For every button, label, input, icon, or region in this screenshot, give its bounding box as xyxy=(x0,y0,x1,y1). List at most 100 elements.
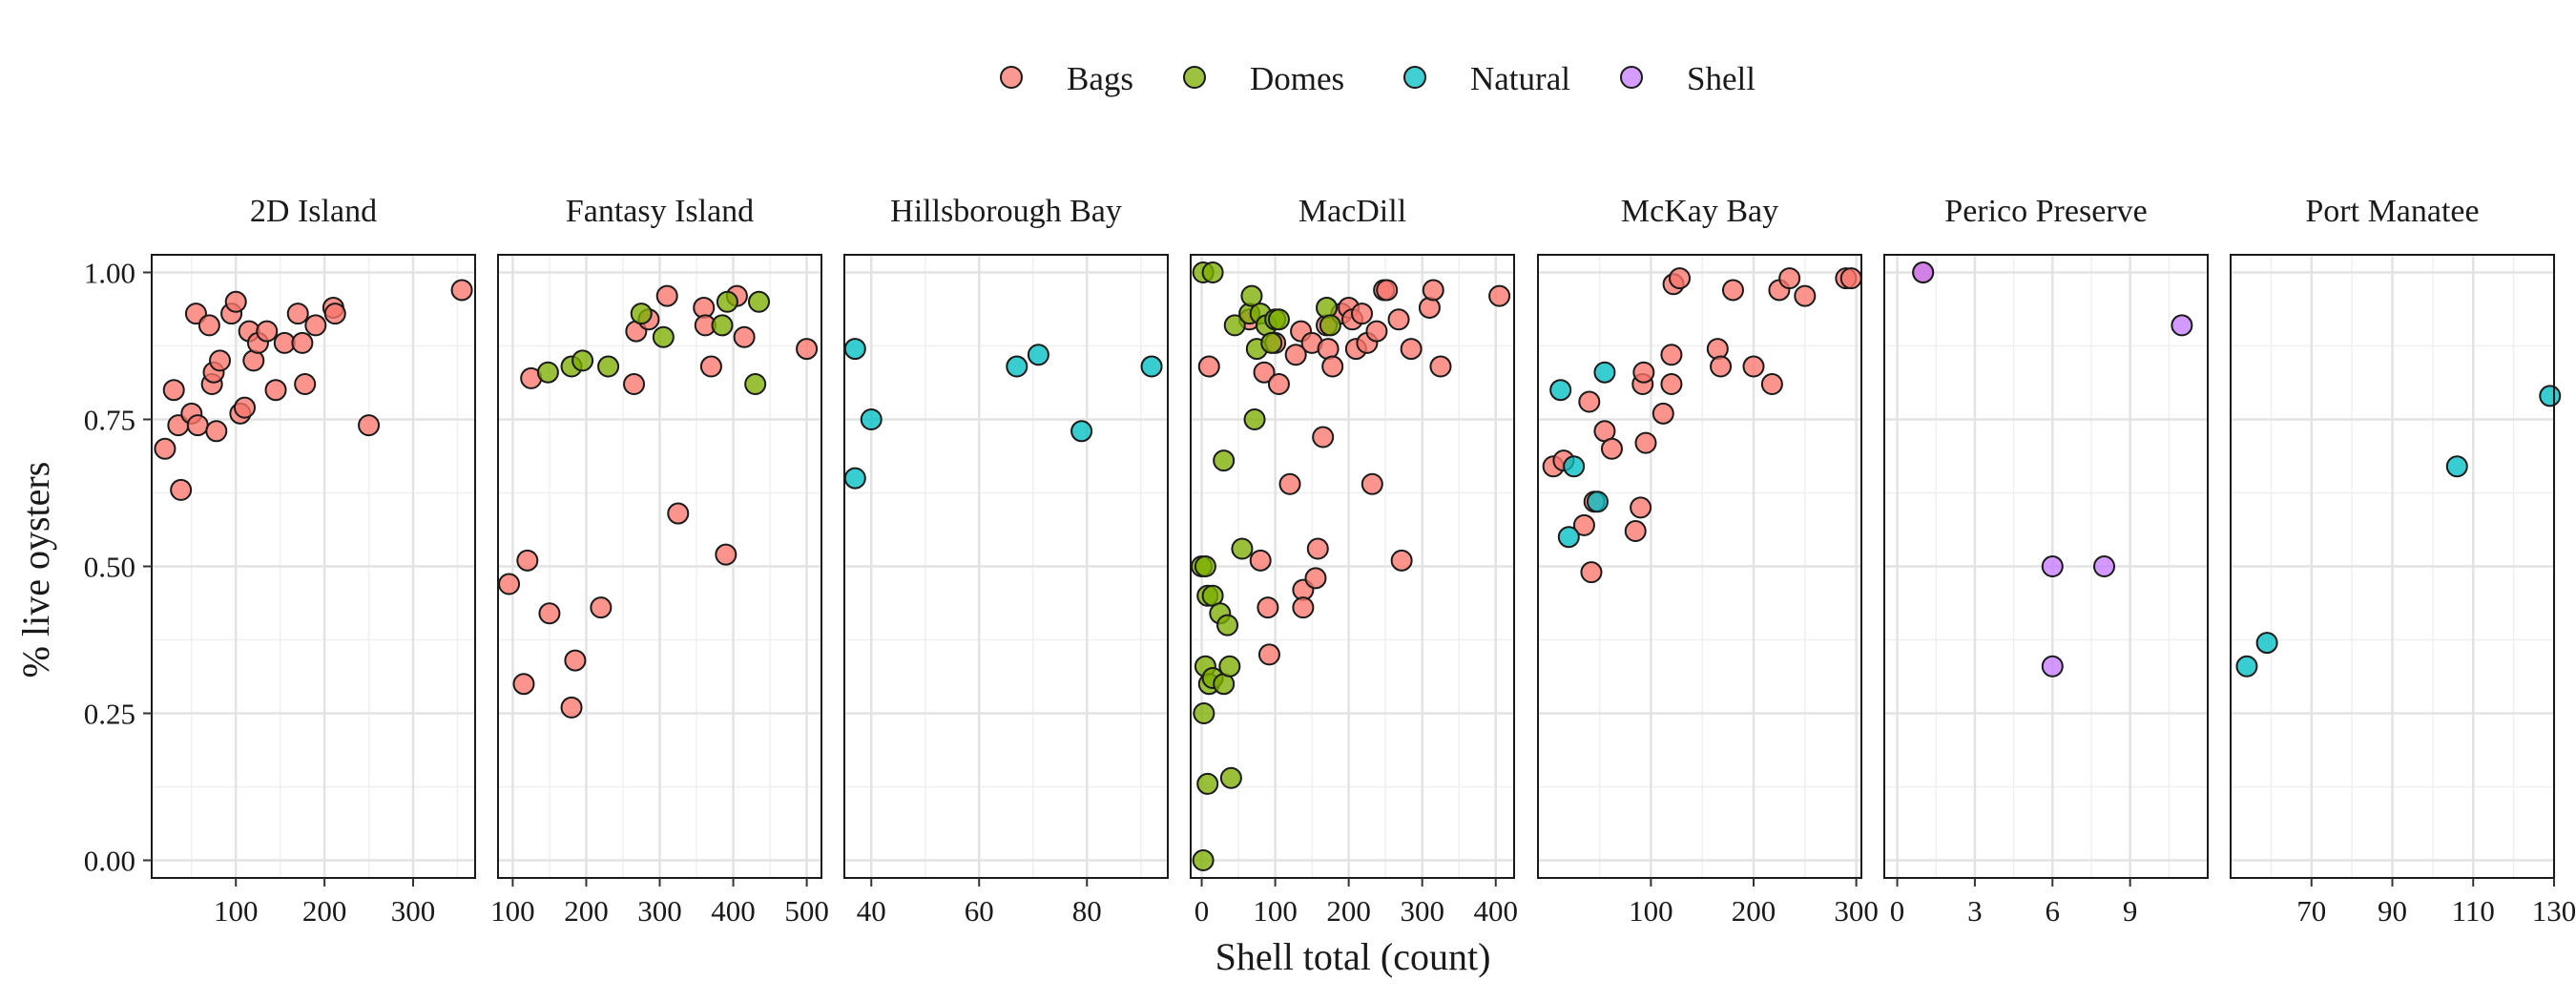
legend-key-shell xyxy=(1620,66,1643,89)
data-point-bags xyxy=(1306,537,1329,560)
data-point-bags xyxy=(264,379,287,402)
facet-hillsborough-bay: Hillsborough Bay 40 60 80 xyxy=(843,194,1169,928)
data-point-bags xyxy=(1778,267,1801,290)
facet-perico-preserve: Perico Preserve 0 3 6 9 xyxy=(1883,194,2209,928)
data-point-bags xyxy=(538,602,561,625)
data-point-domes xyxy=(1192,849,1215,872)
data-point-bags xyxy=(715,543,737,566)
x-tick-label: 200 xyxy=(1326,894,1371,928)
data-point-bags xyxy=(1267,373,1290,396)
data-point-bags xyxy=(1304,567,1327,590)
data-point-natural xyxy=(1140,355,1163,378)
data-point-domes xyxy=(1218,655,1241,678)
data-point-domes xyxy=(1319,314,1341,337)
data-point-domes xyxy=(1223,314,1246,337)
legend-key-bags xyxy=(1000,66,1023,89)
data-point-domes xyxy=(744,373,767,396)
data-point-bags xyxy=(1710,355,1733,378)
data-point-bags xyxy=(655,284,678,307)
data-point-domes xyxy=(1193,702,1215,725)
x-tick-label: 300 xyxy=(637,894,682,928)
data-point-bags xyxy=(1376,279,1399,302)
data-point-bags xyxy=(286,303,309,325)
data-point-bags xyxy=(1578,390,1601,413)
data-point-bags xyxy=(1197,355,1220,378)
data-point-domes xyxy=(748,290,771,313)
data-point-bags xyxy=(699,355,722,378)
data-point-bags xyxy=(1361,472,1383,495)
panel-border xyxy=(1883,254,2209,879)
x-tick-label: 300 xyxy=(391,894,436,928)
x-tick-label: 40 xyxy=(857,894,886,928)
data-point-bags xyxy=(1278,472,1301,495)
data-point-bags xyxy=(1600,437,1623,460)
y-axis-title: % live oysters xyxy=(14,462,57,678)
data-point-bags xyxy=(1660,373,1683,396)
data-point-natural xyxy=(860,407,883,430)
y-axis: 0.00 0.25 0.50 0.75 1.00 xyxy=(84,256,152,878)
x-tick-label: 110 xyxy=(2452,894,2495,928)
data-point-bags xyxy=(1351,303,1374,325)
panel-border xyxy=(1537,254,1862,879)
data-point-domes xyxy=(1267,308,1290,331)
data-point-natural xyxy=(843,338,866,361)
facet-title: 2D Island xyxy=(250,194,377,229)
data-point-bags xyxy=(1422,279,1444,302)
data-point-shell xyxy=(2041,555,2064,577)
data-point-bags xyxy=(1284,344,1307,366)
data-point-domes xyxy=(1316,296,1339,319)
data-point-domes xyxy=(716,290,738,313)
data-point-bags xyxy=(1390,549,1413,572)
facet-2d-island: 2D Island 100 200 300 xyxy=(151,194,476,928)
x-axis-title: Shell total (count) xyxy=(1215,935,1491,978)
data-point-natural xyxy=(1549,379,1572,402)
data-point-bags xyxy=(1257,596,1279,619)
data-point-bags xyxy=(154,437,177,460)
data-point-bags xyxy=(205,420,228,443)
data-point-bags xyxy=(1669,267,1692,290)
data-point-bags xyxy=(294,373,317,396)
data-point-bags xyxy=(1630,496,1652,519)
legend-label-bags: Bags xyxy=(1067,60,1133,97)
panel-border xyxy=(843,254,1169,879)
data-point-bags xyxy=(1572,513,1595,536)
data-point-domes xyxy=(1201,261,1224,283)
data-point-domes xyxy=(630,303,653,325)
data-point-bags xyxy=(224,290,247,313)
data-point-natural xyxy=(1586,491,1609,513)
x-tick-label: 400 xyxy=(711,894,756,928)
data-point-natural xyxy=(1563,455,1586,478)
data-point-bags xyxy=(209,349,232,372)
data-point-bags xyxy=(162,379,185,402)
x-tick-label: 200 xyxy=(1732,894,1776,928)
data-point-bags xyxy=(358,414,381,437)
x-tick-label: 0 xyxy=(1195,894,1210,928)
data-point-shell xyxy=(2041,655,2064,678)
x-tick-label: 100 xyxy=(1629,894,1673,928)
legend-key-natural xyxy=(1403,66,1426,89)
data-point-domes xyxy=(597,355,620,378)
data-point-bags xyxy=(1660,344,1683,366)
x-tick-label: 100 xyxy=(214,894,259,928)
y-tick-label: 1.00 xyxy=(84,256,135,289)
facet-fantasy-island: Fantasy Island 100 200 300 400 500 xyxy=(490,194,829,928)
data-point-bags xyxy=(450,279,473,302)
data-point-bags xyxy=(1292,596,1315,619)
x-tick-label: 6 xyxy=(2046,894,2061,928)
data-point-domes xyxy=(1231,537,1254,560)
data-point-bags xyxy=(170,478,193,501)
data-point-natural xyxy=(2445,455,2468,478)
facet-macdill: MacDill 0 100 200 300 400 xyxy=(1190,194,1518,928)
data-point-bags xyxy=(667,502,690,525)
data-point-bags xyxy=(733,325,756,348)
x-tick-label: 130 xyxy=(2532,894,2576,928)
facet-title: Fantasy Island xyxy=(566,194,754,229)
data-point-bags xyxy=(1721,279,1744,302)
data-point-bags xyxy=(323,303,346,325)
x-tick-label: 3 xyxy=(1967,894,1983,928)
legend-key-domes xyxy=(1183,66,1206,89)
x-tick-label: 200 xyxy=(302,894,347,928)
data-point-bags xyxy=(1387,308,1410,331)
facet-title: MacDill xyxy=(1298,194,1406,229)
